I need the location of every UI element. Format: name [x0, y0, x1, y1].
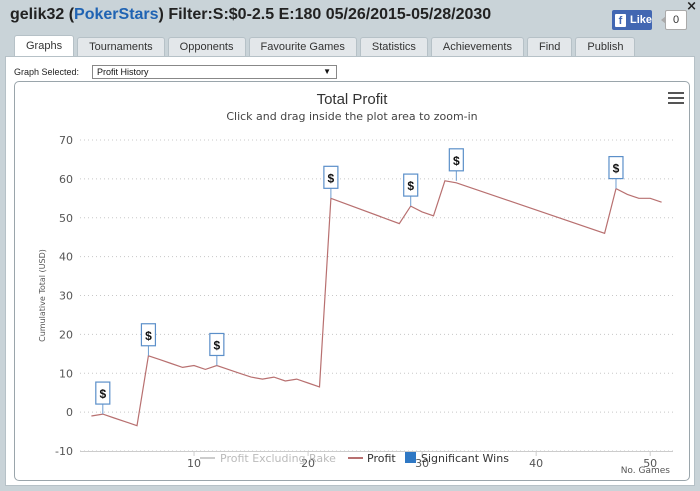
x-tick-label: 10	[187, 457, 201, 470]
graph-select-dropdown[interactable]: Profit History ▼	[92, 65, 337, 79]
x-tick-label: 50	[643, 457, 657, 470]
win-flag-box	[140, 323, 157, 347]
win-flag-box	[95, 381, 111, 405]
win-flag-label: $	[328, 171, 335, 185]
legend-wins-swatch	[405, 452, 416, 463]
close-icon[interactable]: ×	[686, 0, 697, 14]
graph-select-value: Profit History	[97, 67, 149, 77]
site-name: PokerStars	[74, 6, 159, 23]
y-tick-label: 30	[59, 290, 73, 303]
chevron-down-icon: ▼	[323, 67, 331, 76]
tab-favourite-games[interactable]: Favourite Games	[248, 37, 357, 56]
win-flag-label: $	[99, 387, 106, 401]
win-flag-box	[608, 155, 624, 180]
tab-graphs[interactable]: Graphs	[14, 35, 75, 56]
x-tick-label: 20	[301, 457, 315, 470]
profit-chart[interactable]: Total Profit Click and drag inside the pl…	[15, 82, 689, 480]
win-flag-label: $	[453, 154, 460, 168]
filter-text: ) Filter:S:$0-2.5 E:180 05/26/2015-05/28…	[158, 6, 492, 23]
y-tick-label: 60	[59, 173, 73, 186]
win-flag-box	[209, 332, 225, 357]
facebook-like-button[interactable]: f Like	[612, 10, 652, 30]
graphs-panel: Graph Selected: Profit History ▼ Total P…	[5, 56, 695, 486]
x-axis-label: No. Games	[621, 466, 671, 476]
legend-profit-label: Profit	[367, 452, 396, 465]
chart-title: Total Profit	[317, 91, 389, 108]
graph-selected-label: Graph Selected:	[14, 67, 80, 77]
y-tick-label: 50	[59, 212, 73, 225]
win-flag-label: $	[214, 338, 221, 352]
username: gelik32	[10, 6, 65, 23]
chart-container: Total Profit Click and drag inside the pl…	[14, 81, 690, 481]
y-tick-label: 40	[59, 251, 73, 264]
win-flag-label: $	[145, 329, 152, 343]
tab-bar: Graphs Tournaments Opponents Favourite G…	[14, 35, 636, 56]
legend-rake-label: Profit Excluding Rake	[220, 452, 336, 465]
chart-subtitle: Click and drag inside the plot area to z…	[226, 110, 477, 123]
like-count: 0	[661, 10, 687, 30]
tab-opponents[interactable]: Opponents	[167, 37, 246, 56]
y-axis-label: Cumulative Total (USD)	[38, 249, 47, 342]
facebook-icon: f	[615, 13, 626, 27]
win-flag-label: $	[613, 162, 620, 176]
hamburger-menu-icon[interactable]	[668, 92, 684, 107]
tab-publish[interactable]: Publish	[575, 37, 636, 56]
title-open-paren: (	[68, 6, 75, 23]
tab-find[interactable]: Find	[526, 37, 573, 56]
win-flag-box	[448, 148, 464, 172]
x-tick-label: 30	[415, 457, 429, 470]
tab-tournaments[interactable]: Tournaments	[77, 37, 165, 56]
x-tick-label: 40	[529, 457, 543, 470]
y-tick-label: 70	[59, 134, 73, 147]
win-flag-box	[323, 165, 339, 189]
tab-statistics[interactable]: Statistics	[359, 37, 428, 56]
like-label: Like	[629, 14, 652, 26]
profit-series-line	[91, 180, 662, 427]
y-tick-label: -10	[55, 445, 73, 458]
tab-achievements[interactable]: Achievements	[430, 37, 524, 56]
y-tick-label: 10	[59, 367, 73, 380]
win-flag-label: $	[407, 179, 414, 193]
window-title: gelik32 (PokerStars) Filter:S:$0-2.5 E:1…	[10, 6, 491, 24]
win-flag-box	[403, 173, 419, 197]
legend-wins-label: Significant Wins	[421, 452, 509, 465]
y-tick-label: 20	[59, 328, 73, 341]
y-tick-label: 0	[66, 406, 73, 419]
